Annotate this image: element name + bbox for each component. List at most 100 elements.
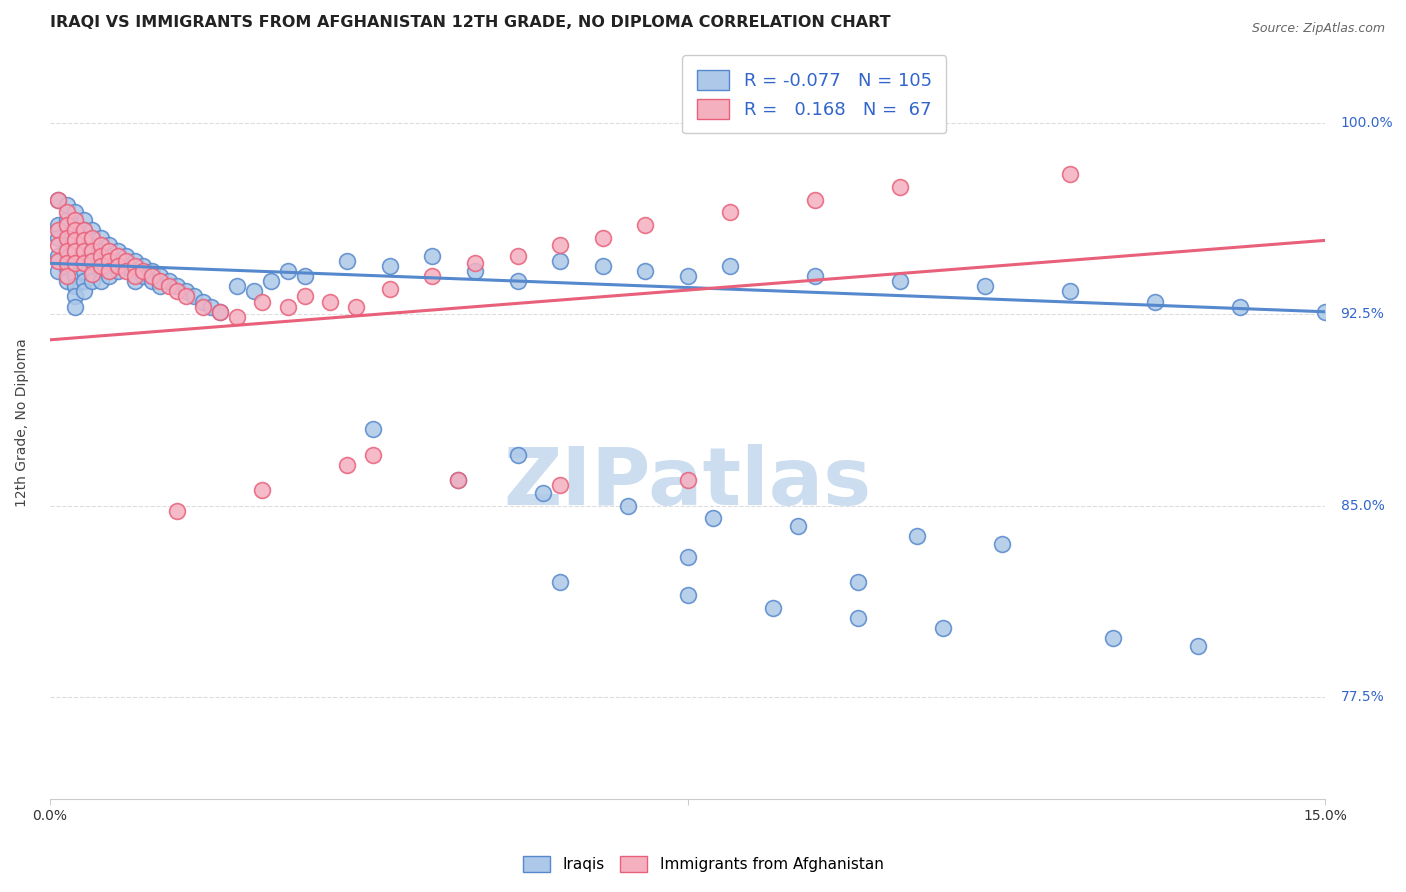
Text: 100.0%: 100.0% <box>1340 116 1393 130</box>
Point <box>592 231 614 245</box>
Point <box>277 264 299 278</box>
Text: 92.5%: 92.5% <box>1340 308 1385 321</box>
Point <box>98 249 121 263</box>
Point <box>90 249 112 263</box>
Text: IRAQI VS IMMIGRANTS FROM AFGHANISTAN 12TH GRADE, NO DIPLOMA CORRELATION CHART: IRAQI VS IMMIGRANTS FROM AFGHANISTAN 12T… <box>49 15 890 30</box>
Point <box>141 264 163 278</box>
Point <box>1229 300 1251 314</box>
Text: ZIPatlas: ZIPatlas <box>503 444 872 522</box>
Point <box>702 511 724 525</box>
Point <box>65 289 87 303</box>
Point <box>183 289 205 303</box>
Point <box>531 486 554 500</box>
Point <box>65 231 87 245</box>
Point <box>191 294 214 309</box>
Point <box>319 294 342 309</box>
Point <box>174 285 197 299</box>
Point <box>65 223 87 237</box>
Point <box>991 537 1014 551</box>
Point <box>46 249 69 263</box>
Point <box>378 282 401 296</box>
Point <box>243 285 266 299</box>
Point <box>422 249 444 263</box>
Point <box>208 305 231 319</box>
Point <box>676 588 699 602</box>
Point <box>46 193 69 207</box>
Point <box>73 244 96 258</box>
Text: 77.5%: 77.5% <box>1340 690 1385 704</box>
Point <box>90 253 112 268</box>
Point <box>73 274 96 288</box>
Point <box>676 473 699 487</box>
Point <box>149 268 172 283</box>
Point <box>787 519 810 533</box>
Point <box>56 261 79 276</box>
Point <box>252 483 274 498</box>
Point <box>277 300 299 314</box>
Point <box>98 268 121 283</box>
Point <box>82 264 104 278</box>
Point <box>82 233 104 247</box>
Point <box>46 253 69 268</box>
Point <box>506 274 529 288</box>
Point <box>82 231 104 245</box>
Point <box>46 231 69 245</box>
Y-axis label: 12th Grade, No Diploma: 12th Grade, No Diploma <box>15 338 30 508</box>
Point <box>762 600 785 615</box>
Point <box>56 231 79 245</box>
Point <box>82 223 104 237</box>
Point <box>65 256 87 270</box>
Point <box>132 268 155 283</box>
Point <box>132 259 155 273</box>
Point <box>73 256 96 270</box>
Point <box>141 268 163 283</box>
Text: Source: ZipAtlas.com: Source: ZipAtlas.com <box>1251 22 1385 36</box>
Point <box>65 244 87 258</box>
Point <box>46 193 69 207</box>
Point <box>56 244 79 258</box>
Point <box>98 244 121 258</box>
Point <box>56 274 79 288</box>
Point <box>252 294 274 309</box>
Point <box>107 259 129 273</box>
Point <box>56 197 79 211</box>
Point <box>634 218 657 232</box>
Point <box>65 300 87 314</box>
Point <box>464 256 486 270</box>
Point <box>73 213 96 227</box>
Point <box>889 274 911 288</box>
Point <box>336 253 359 268</box>
Text: 85.0%: 85.0% <box>1340 499 1385 513</box>
Point <box>931 621 953 635</box>
Point <box>65 256 87 270</box>
Point <box>107 244 129 258</box>
Point <box>889 179 911 194</box>
Point <box>98 253 121 268</box>
Point <box>141 274 163 288</box>
Point <box>225 310 247 324</box>
Point <box>225 279 247 293</box>
Point <box>166 285 188 299</box>
Point <box>115 253 138 268</box>
Point <box>65 205 87 219</box>
Point <box>82 267 104 281</box>
Point <box>90 274 112 288</box>
Point <box>56 256 79 270</box>
Point <box>548 238 571 252</box>
Point <box>82 253 104 268</box>
Point <box>617 499 640 513</box>
Point <box>107 249 129 263</box>
Point <box>132 264 155 278</box>
Legend: R = -0.077   N = 105, R =   0.168   N =  67: R = -0.077 N = 105, R = 0.168 N = 67 <box>682 55 946 133</box>
Point <box>107 264 129 278</box>
Point <box>56 228 79 243</box>
Point <box>46 218 69 232</box>
Point <box>124 268 146 283</box>
Point <box>361 422 384 436</box>
Point <box>56 213 79 227</box>
Point <box>166 279 188 293</box>
Point <box>115 249 138 263</box>
Point <box>464 264 486 278</box>
Point <box>115 259 138 273</box>
Point <box>1101 632 1123 646</box>
